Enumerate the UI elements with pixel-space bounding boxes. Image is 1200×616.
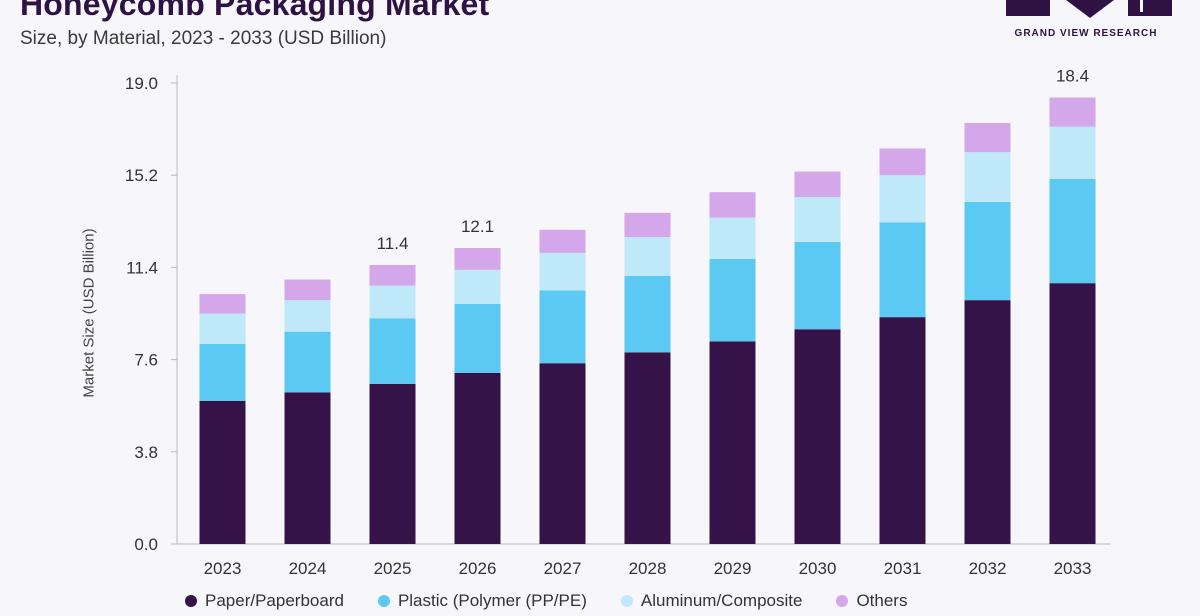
x-tick-label: 2028 [629, 559, 667, 578]
x-tick-label: 2031 [884, 559, 922, 578]
legend-item: Paper/Paperboard [185, 586, 344, 616]
bar-segment [964, 300, 1011, 544]
bar-segment [794, 241, 841, 330]
y-tick-label: 15.2 [125, 166, 158, 185]
bar-segment [199, 343, 246, 401]
bar-segment [539, 363, 586, 544]
brand-logo: GRAND VIEW RESEARCH [1000, 0, 1180, 44]
bar-segment [794, 197, 841, 242]
chart-legend: Paper/Paperboard Plastic (Polymer (PP/PE)… [185, 586, 907, 616]
data-label: 18.4 [1056, 67, 1089, 86]
bar-segment [794, 171, 841, 198]
data-label: 11.4 [377, 234, 409, 253]
legend-swatch [185, 595, 197, 607]
bar-segment [1049, 126, 1096, 179]
bar-segment [454, 372, 501, 544]
bar-segment [1049, 283, 1096, 544]
bar-segment [624, 275, 671, 353]
y-tick-label: 7.6 [134, 351, 158, 370]
bar-segment [284, 392, 331, 544]
legend-item: Aluminum/Composite [620, 586, 803, 616]
legend-label: Paper/Paperboard [205, 591, 344, 610]
chart-subtitle: Size, by Material, 2023 - 2033 (USD Bill… [20, 28, 387, 49]
bar-segment [879, 175, 926, 223]
bar-segment [199, 313, 246, 344]
legend-item: Plastic (Polymer (PP/PE) [377, 586, 587, 616]
bar-segment [709, 341, 756, 544]
x-tick-label: 2025 [374, 559, 412, 578]
x-tick-label: 2032 [969, 559, 1007, 578]
x-tick-label: 2033 [1054, 559, 1092, 578]
bar-segment [369, 264, 416, 286]
x-tick-label: 2026 [459, 559, 497, 578]
y-tick-label: 11.4 [126, 258, 158, 277]
bar-segment [879, 148, 926, 176]
x-tick-label: 2023 [204, 559, 242, 578]
bar-segment [879, 317, 926, 544]
stacked-bar-chart: 0.0 3.8 7.6 11.4 15.2 19.0 2023 2024 2025 2026 202… [125, 67, 1110, 578]
data-label: 12.1 [461, 217, 494, 236]
legend-label: Aluminum/Composite [640, 591, 803, 610]
x-tick-label: 2030 [799, 559, 837, 578]
bar-segment [454, 247, 501, 270]
bar-segment [624, 237, 671, 276]
bar-segment [794, 329, 841, 544]
bar-segment [454, 269, 501, 304]
y-tick-label: 0.0 [134, 535, 158, 554]
bar-segment [369, 383, 416, 544]
y-tick-label: 19.0 [125, 74, 158, 93]
bar-segment [369, 318, 416, 384]
bar-segment [539, 290, 586, 364]
bar-segment [1049, 178, 1096, 284]
legend-swatch [377, 595, 390, 607]
bar-segment [199, 294, 246, 314]
bar-segment [284, 279, 331, 301]
legend-label: Others [856, 591, 908, 610]
legend-label: Plastic (Polymer (PP/PE) [397, 591, 587, 610]
bar-segment [284, 331, 331, 393]
legend-swatch [836, 595, 849, 607]
bar-segment [624, 212, 671, 238]
bar-segment [879, 222, 926, 318]
bar-segment [964, 201, 1011, 301]
bar-segment [539, 252, 586, 291]
bar-segment [199, 400, 246, 544]
bar-segment [709, 192, 756, 218]
bar-segment [369, 285, 416, 319]
x-tick-label: 2029 [714, 559, 752, 578]
chart-title: Honeycomb Packaging Market [20, 0, 490, 22]
bar-segment [709, 217, 756, 259]
bar-segment [964, 123, 1011, 153]
bar-segment [539, 229, 586, 253]
bar-segment [624, 352, 671, 544]
legend-item: Others [836, 586, 907, 616]
bar-segment [454, 303, 501, 373]
bar-segment [284, 300, 331, 332]
legend-swatch [620, 595, 633, 607]
logo-text: GRAND VIEW RESEARCH [1014, 28, 1158, 39]
x-tick-label: 2027 [544, 559, 582, 578]
x-tick-label: 2024 [289, 559, 327, 578]
bar-segment [964, 152, 1011, 202]
bar-segment [1049, 97, 1096, 127]
logo-mark-icon [1006, 0, 1172, 18]
y-tick-label: 3.8 [134, 443, 158, 462]
bar-segment [709, 258, 756, 342]
